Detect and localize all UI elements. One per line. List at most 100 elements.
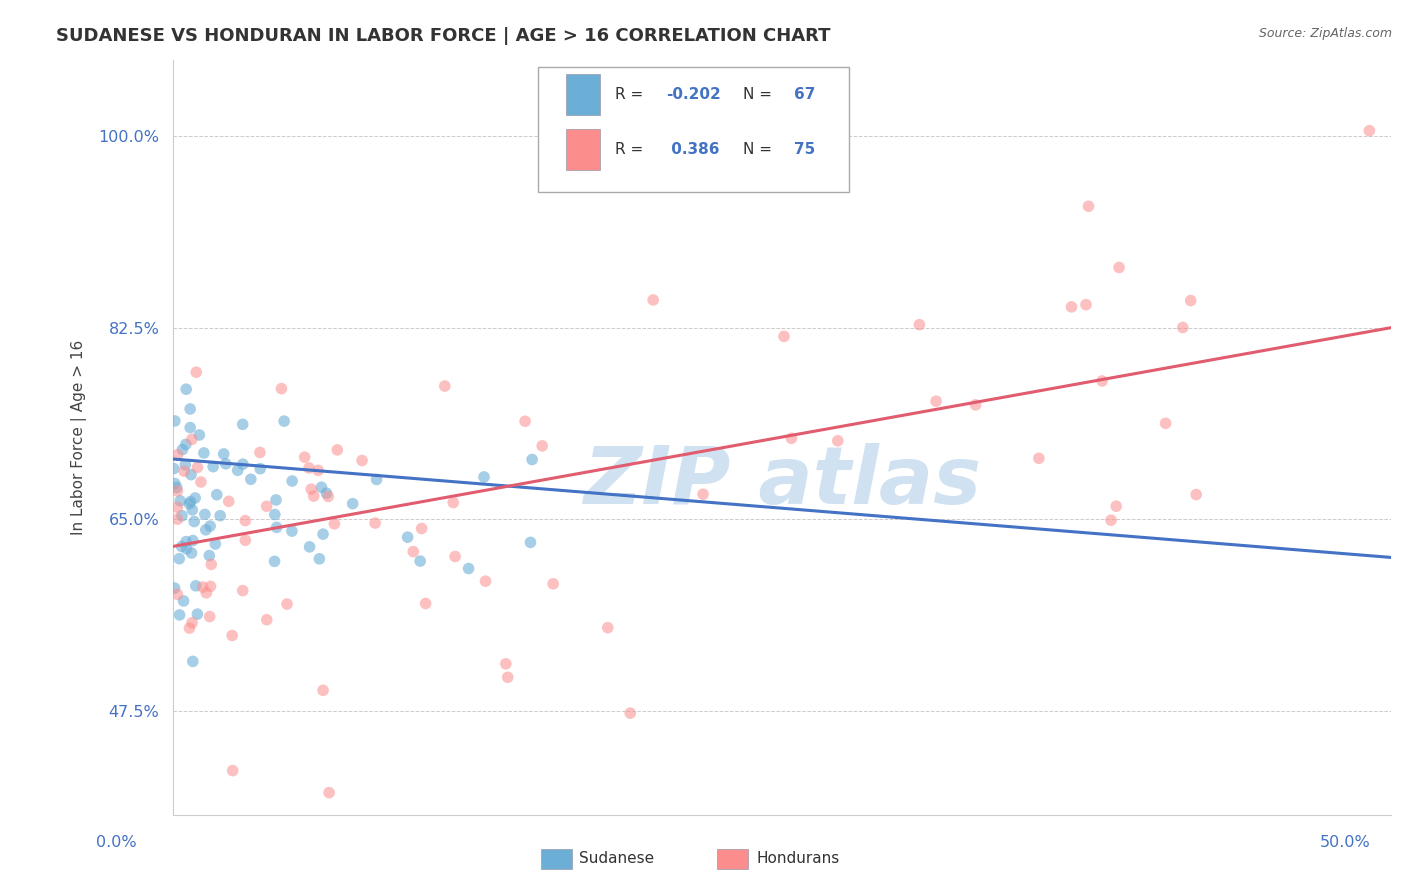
Point [281,474,304,488]
Point [200,558,222,572]
Point [212,447,235,461]
Point [531,439,554,453]
Point [256,613,278,627]
Point [205,488,228,502]
Point [180,494,202,508]
Point [181,615,204,630]
Point [195,586,218,600]
Point [263,508,285,522]
Point [191,580,214,594]
Point [173,594,195,608]
Point [170,540,193,554]
Point [163,461,186,475]
Point [342,497,364,511]
Point [173,464,195,478]
Point [520,452,543,467]
Point [180,467,202,482]
Point [308,551,330,566]
Point [311,480,333,494]
Point [965,398,987,412]
Point [264,492,287,507]
Point [232,457,254,471]
Point [1358,124,1381,138]
Point [1091,374,1114,388]
Text: 67: 67 [794,87,815,102]
Point [1108,260,1130,275]
Point [163,581,186,595]
Point [1060,300,1083,314]
Point [180,433,202,447]
Point [1028,451,1050,466]
Point [266,520,288,534]
Point [198,549,221,563]
Text: -0.202: -0.202 [666,87,721,102]
Point [181,533,204,548]
Bar [567,128,600,170]
Point [396,530,419,544]
Point [183,515,205,529]
Point [221,628,243,642]
Point [198,519,221,533]
Point [209,508,232,523]
Point [323,516,346,531]
FancyBboxPatch shape [538,67,849,192]
Point [179,401,201,416]
Point [495,657,517,671]
Text: SUDANESE VS HONDURAN IN LABOR FORCE | AGE > 16 CORRELATION CHART: SUDANESE VS HONDURAN IN LABOR FORCE | AG… [56,27,831,45]
Point [166,480,188,494]
Point [174,382,197,396]
Point [190,475,212,489]
Point [643,293,665,307]
Point [366,473,388,487]
Text: 0.0%: 0.0% [96,836,136,850]
Point [218,494,240,508]
Point [204,537,226,551]
Y-axis label: In Labor Force | Age > 16: In Labor Force | Age > 16 [72,340,87,534]
Point [315,486,337,500]
Point [232,583,254,598]
Point [263,554,285,568]
Point [1180,293,1202,308]
Point [472,470,495,484]
Point [233,514,256,528]
Point [233,533,256,548]
Point [167,551,190,566]
Point [441,495,464,509]
Point [249,445,271,459]
Point [312,527,335,541]
Point [908,318,931,332]
Text: 50.0%: 50.0% [1320,836,1371,850]
Point [415,597,437,611]
Point [166,448,188,462]
Point [186,607,208,621]
Text: 0.386: 0.386 [666,142,720,157]
Point [186,460,208,475]
Text: N =: N = [742,87,776,102]
Point [176,541,198,556]
Point [780,431,803,445]
Point [249,461,271,475]
Point [184,491,207,505]
Point [519,535,541,549]
Point [1077,199,1099,213]
Point [402,544,425,558]
Point [299,482,322,496]
Point [239,472,262,486]
Point [326,442,349,457]
Point [692,487,714,501]
Point [619,706,641,720]
Point [222,764,245,778]
Bar [567,74,600,115]
Point [276,597,298,611]
Point [541,576,564,591]
Point [166,483,188,498]
Point [163,476,186,491]
Point [179,420,201,434]
Point [202,459,225,474]
Point [307,463,329,477]
Point [409,554,432,568]
Point [1154,417,1177,431]
Point [270,382,292,396]
Point [1185,487,1208,501]
Point [433,379,456,393]
